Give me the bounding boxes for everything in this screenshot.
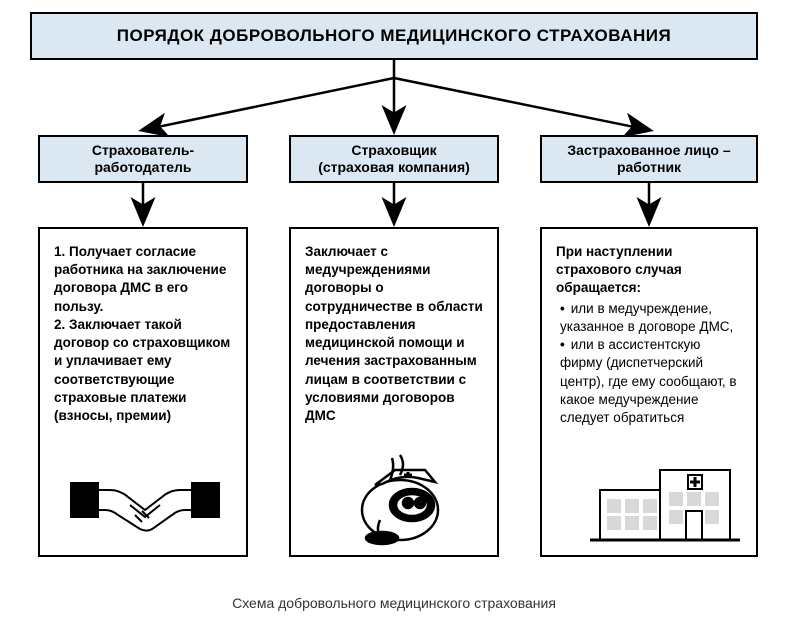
caption: Схема добровольного медицинского страхов… bbox=[0, 595, 788, 611]
header-box: ПОРЯДОК ДОБРОВОЛЬНОГО МЕДИЦИНСКОГО СТРАХ… bbox=[30, 12, 758, 60]
subhead-box-0: Страхователь-работодатель bbox=[38, 135, 248, 183]
handshake-icon bbox=[70, 455, 220, 545]
nurse-icon bbox=[340, 450, 470, 550]
header-text: ПОРЯДОК ДОБРОВОЛЬНОГО МЕДИЦИНСКОГО СТРАХ… bbox=[117, 26, 671, 46]
subhead-box-1: Страховщик(страховая компания) bbox=[289, 135, 499, 183]
subhead-box-2: Застрахованное лицо – работник bbox=[540, 135, 758, 183]
hospital-icon bbox=[590, 455, 740, 550]
